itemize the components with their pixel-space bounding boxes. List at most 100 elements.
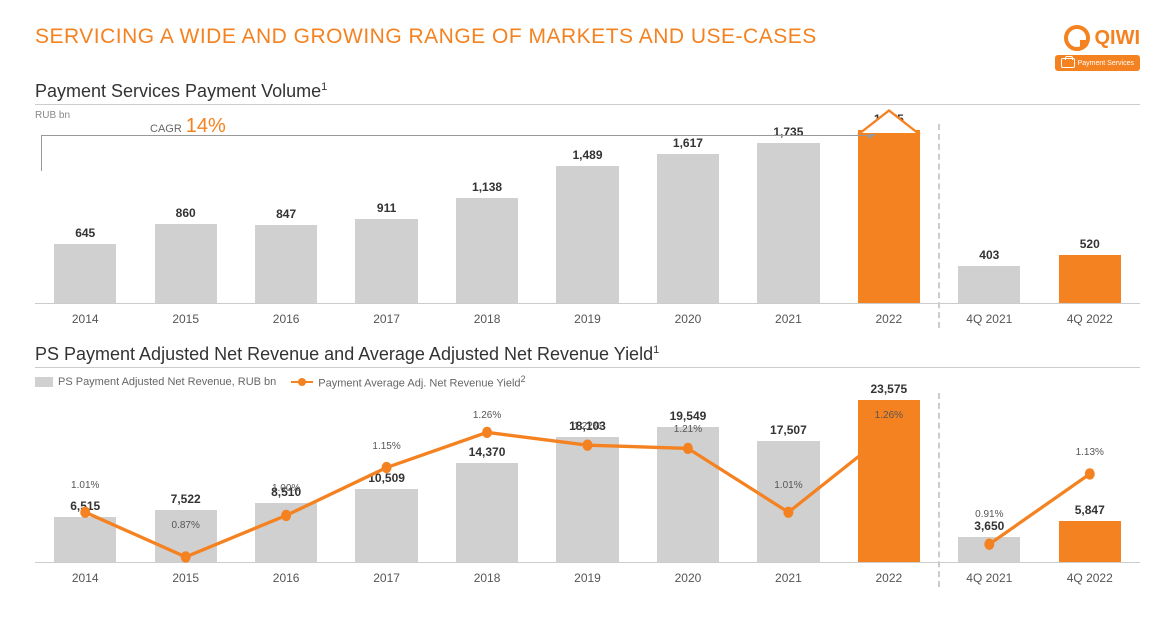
x-axis-label: 4Q 2021 [939,312,1039,326]
bar-group: 17,507 [738,441,838,561]
bar-group: 1,735 [738,143,838,303]
cagr-annotation: CAGR 14% [35,115,226,138]
bar: 911 [355,219,417,303]
bar: 19,549 [657,427,719,561]
x-axis-label: 4Q 2021 [939,571,1039,585]
bar-group: 23,575 [839,400,939,562]
x-axis-label: 4Q 2022 [1040,312,1140,326]
chart2-x-labels: 2014201520162017201820192020202120224Q 2… [35,571,1140,585]
x-axis-label: 2022 [839,571,939,585]
bar-value-label: 520 [1080,237,1100,251]
bar-group: 5,847 [1040,521,1140,561]
bar: 1,617 [657,154,719,303]
bar: 6,515 [54,517,116,562]
qiwi-logo-text: QIWI [1094,27,1140,50]
bar-group: 10,509 [336,489,436,561]
bar-value-label: 23,575 [870,382,907,396]
chart1-divider [35,104,1140,105]
x-axis-label: 2020 [638,312,738,326]
bar-value-label: 14,370 [469,445,506,459]
yield-value-label: 1.00% [272,483,300,494]
bar-value-label: 3,650 [974,519,1004,533]
legend-bar-item: PS Payment Adjusted Net Revenue, RUB bn [35,376,276,388]
bar-value-label: 10,509 [368,471,405,485]
bar-value-label: 1,138 [472,180,502,194]
bar-group: 7,522 [135,510,235,562]
highlight-up-arrow-icon [857,109,921,134]
chart2-title: PS Payment Adjusted Net Revenue and Aver… [35,344,1140,365]
x-axis-label: 2021 [738,312,838,326]
yield-value-label: 0.91% [975,509,1003,520]
payment-services-badge: Payment Services [1055,55,1140,71]
bar-group: 19,549 [638,427,738,561]
chart2-legend: PS Payment Adjusted Net Revenue, RUB bn … [35,374,1140,390]
qiwi-logo-icon [1064,25,1090,51]
bar: 645 [54,244,116,303]
bar-value-label: 17,507 [770,423,807,437]
bar-value-label: 1,617 [673,136,703,150]
x-axis-label: 2022 [839,312,939,326]
x-axis-label: 2018 [437,571,537,585]
bar-value-label: 6,515 [70,499,100,513]
yield-value-label: 1.21% [674,424,702,435]
chart2-section: PS Payment Adjusted Net Revenue and Aver… [0,344,1175,585]
bar-group: 847 [236,225,336,303]
x-axis-label: 2017 [336,571,436,585]
yield-value-label: 1.15% [372,441,400,452]
bar: 23,575 [858,400,920,562]
chart2-divider [35,367,1140,368]
bar-group: 860 [135,224,235,303]
x-axis-label: 2019 [537,571,637,585]
bar-value-label: 1,489 [572,148,602,162]
bar: 847 [255,225,317,303]
bar-group: 6,515 [35,517,135,562]
chart1-section: Payment Services Payment Volume1 RUB bn … [0,81,1175,326]
chart-separator [938,393,940,587]
bar: 14,370 [456,463,518,562]
chart1-area: 6458608479111,1381,4891,6171,7351,875403… [35,129,1140,304]
bar-group: 911 [336,219,436,303]
bar-value-label: 7,522 [171,492,201,506]
bar: 7,522 [155,510,217,562]
x-axis-label: 2014 [35,312,135,326]
x-axis-label: 4Q 2022 [1040,571,1140,585]
bar-group: 8,510 [236,503,336,562]
bar-value-label: 19,549 [670,409,707,423]
bar: 8,510 [255,503,317,562]
bar-value-label: 5,847 [1075,503,1105,517]
bar: 18,103 [556,437,618,561]
x-axis-label: 2018 [437,312,537,326]
bar: 403 [958,266,1020,303]
badge-text: Payment Services [1078,60,1134,67]
x-axis-label: 2015 [135,312,235,326]
chart-separator [938,124,940,328]
bar: 5,847 [1059,521,1121,561]
x-axis-label: 2016 [236,571,336,585]
qiwi-logo: QIWI [1064,25,1140,51]
bar-value-label: 403 [979,248,999,262]
legend-line-swatch [291,381,313,383]
x-axis-label: 2015 [135,571,235,585]
legend-line-item: Payment Average Adj. Net Revenue Yield2 [291,374,525,390]
bar-group: 3,650 [939,537,1039,562]
page-title: SERVICING A WIDE AND GROWING RANGE OF MA… [35,25,817,49]
bar-group: 645 [35,244,135,303]
x-axis-label: 2016 [236,312,336,326]
yield-value-label: 0.87% [171,520,199,531]
cagr-value: 14% [186,115,226,138]
bar: 3,650 [958,537,1020,562]
x-axis-label: 2021 [738,571,838,585]
bar: 520 [1059,255,1121,303]
bar-value-label: 847 [276,207,296,221]
bar-group: 403 [939,266,1039,303]
x-axis-label: 2014 [35,571,135,585]
yield-value-label: 1.26% [473,410,501,421]
bar-value-label: 911 [377,201,396,215]
bar: 17,507 [757,441,819,561]
wallet-icon [1061,58,1075,68]
legend-line-label: Payment Average Adj. Net Revenue Yield2 [318,374,525,390]
bar-value-label: 860 [176,206,196,220]
chart2-wrap: 6,5157,5228,51010,50914,37018,10319,5491… [35,398,1140,585]
yield-value-label: 1.26% [875,410,903,421]
bar-value-label: 645 [75,226,95,240]
